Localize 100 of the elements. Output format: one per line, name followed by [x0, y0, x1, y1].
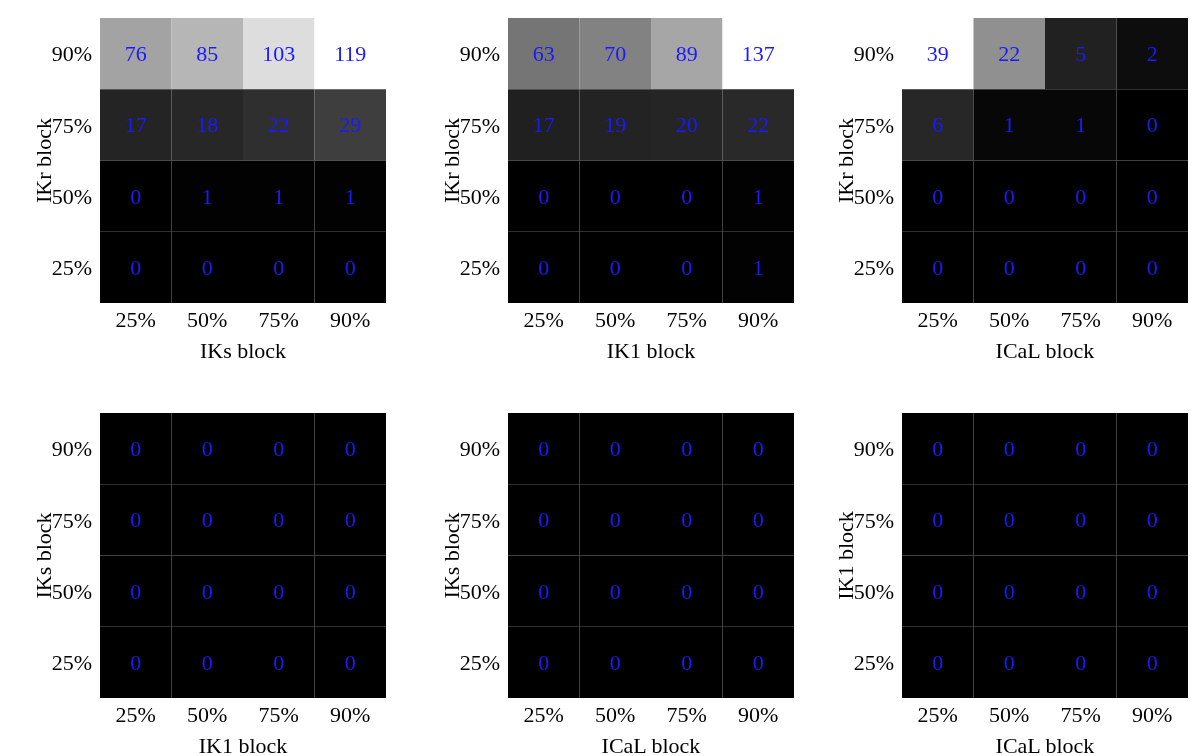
y-tick-label: 25%	[51, 650, 92, 676]
data-label: 0	[344, 436, 356, 462]
data-label: 2	[1146, 41, 1158, 67]
y-tick-label: 90%	[853, 41, 894, 67]
data-label: 0	[609, 436, 621, 462]
data-label: 17	[532, 112, 555, 138]
data-label: 0	[344, 649, 356, 675]
data-label: 0	[201, 578, 213, 604]
data-label: 0	[609, 254, 621, 280]
data-label: 20	[675, 112, 698, 138]
y-tick-label: 75%	[853, 507, 894, 533]
x-axis-title: ICaL block	[601, 733, 701, 756]
data-label: 22	[998, 41, 1021, 67]
x-tick-label: 90%	[738, 701, 779, 727]
y-tick-label: 25%	[853, 650, 894, 676]
x-tick-label: 50%	[187, 701, 228, 727]
x-tick-label: 50%	[595, 306, 636, 332]
data-label: 0	[1146, 578, 1158, 604]
data-label: 0	[609, 649, 621, 675]
data-label: 0	[1075, 183, 1087, 209]
data-label: 0	[681, 507, 693, 533]
data-label: 0	[609, 507, 621, 533]
x-axis-title: IK1 block	[606, 338, 696, 363]
data-label: 1	[752, 183, 764, 209]
data-label: 0	[681, 436, 693, 462]
data-label: 5	[1075, 41, 1087, 67]
x-tick-label: 25%	[917, 306, 958, 332]
x-tick-label: 25%	[115, 701, 156, 727]
data-label: 17	[124, 112, 147, 138]
data-label: 19	[604, 112, 627, 138]
data-label: 1	[201, 183, 213, 209]
y-tick-label: 90%	[459, 436, 500, 462]
y-tick-label: 75%	[51, 507, 92, 533]
y-tick-label: 25%	[459, 255, 500, 281]
x-tick-label: 75%	[1060, 306, 1101, 332]
data-label: 0	[609, 183, 621, 209]
x-axis-title: ICaL block	[995, 733, 1095, 756]
data-label: 0	[932, 507, 944, 533]
data-label: 0	[1075, 436, 1087, 462]
data-label: 0	[201, 649, 213, 675]
data-label: 0	[273, 649, 285, 675]
data-label: 89	[675, 41, 698, 67]
x-tick-label: 90%	[1132, 306, 1173, 332]
x-tick-label: 75%	[666, 701, 707, 727]
data-label: 0	[752, 436, 764, 462]
y-tick-label: 90%	[51, 436, 92, 462]
data-label: 0	[681, 254, 693, 280]
data-label: 0	[538, 507, 550, 533]
x-tick-label: 25%	[115, 306, 156, 332]
data-label: 0	[932, 183, 944, 209]
x-tick-label: 25%	[523, 306, 564, 332]
data-label: 0	[201, 254, 213, 280]
data-label: 39	[926, 41, 949, 67]
data-label: 0	[932, 649, 944, 675]
data-label: 0	[130, 507, 142, 533]
data-label: 0	[130, 578, 142, 604]
data-label: 0	[752, 578, 764, 604]
data-label: 1	[273, 183, 285, 209]
data-label: 1	[344, 183, 356, 209]
data-label: 0	[1003, 507, 1015, 533]
data-label: 0	[273, 507, 285, 533]
data-label: 22	[267, 112, 290, 138]
data-label: 6	[932, 112, 944, 138]
data-label: 137	[741, 41, 775, 67]
data-label: 0	[538, 436, 550, 462]
data-label: 0	[932, 578, 944, 604]
data-label: 119	[334, 41, 367, 67]
data-label: 0	[932, 254, 944, 280]
x-tick-label: 25%	[523, 701, 564, 727]
data-label: 0	[1146, 183, 1158, 209]
data-label: 1	[1003, 112, 1015, 138]
y-tick-label: 90%	[853, 436, 894, 462]
data-label: 85	[196, 41, 219, 67]
x-tick-label: 90%	[738, 306, 779, 332]
data-label: 0	[538, 578, 550, 604]
data-label: 0	[344, 578, 356, 604]
x-tick-label: 90%	[1132, 701, 1173, 727]
data-label: 1	[752, 254, 764, 280]
data-label: 0	[932, 436, 944, 462]
x-tick-label: 25%	[917, 701, 958, 727]
data-label: 0	[1075, 507, 1087, 533]
x-axis-title: ICaL block	[995, 338, 1095, 363]
data-label: 0	[201, 507, 213, 533]
data-label: 0	[1075, 254, 1087, 280]
y-tick-label: 25%	[459, 650, 500, 676]
y-tick-label: 25%	[51, 255, 92, 281]
data-label: 0	[201, 436, 213, 462]
y-tick-label: 75%	[51, 112, 92, 138]
x-axis-title: IKs block	[199, 338, 287, 363]
data-label: 0	[1003, 254, 1015, 280]
data-label: 22	[747, 112, 770, 138]
data-label: 0	[538, 183, 550, 209]
data-label: 0	[344, 254, 356, 280]
data-label: 0	[344, 507, 356, 533]
data-label: 0	[752, 507, 764, 533]
data-label: 0	[538, 254, 550, 280]
x-tick-label: 50%	[989, 701, 1030, 727]
data-label: 103	[262, 41, 296, 67]
data-label: 0	[1003, 578, 1015, 604]
y-tick-label: 75%	[853, 112, 894, 138]
